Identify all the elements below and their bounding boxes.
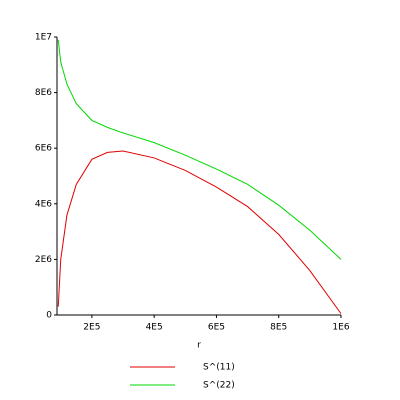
x-axis-label: r <box>197 341 201 351</box>
y-tick-label: 8E6 <box>35 88 52 98</box>
x-tick-label: 6E5 <box>208 323 225 333</box>
x-tick-label: 4E5 <box>146 323 163 333</box>
data-line <box>57 150 342 314</box>
x-tick-label: 2E5 <box>83 323 100 333</box>
legend-label: S^(22) <box>203 381 235 391</box>
y-tick-label: 4E6 <box>35 199 52 209</box>
y-tick-label: 6E6 <box>35 144 52 154</box>
data-line <box>57 39 342 260</box>
x-tick-label: 1E6 <box>332 323 349 333</box>
x-tick-label: 8E5 <box>270 323 287 333</box>
legend-label: S^(11) <box>203 363 235 373</box>
y-tick-label: 2E6 <box>35 255 52 265</box>
y-tick-label: 0 <box>46 311 52 321</box>
y-tick-label: 1E7 <box>35 33 52 43</box>
